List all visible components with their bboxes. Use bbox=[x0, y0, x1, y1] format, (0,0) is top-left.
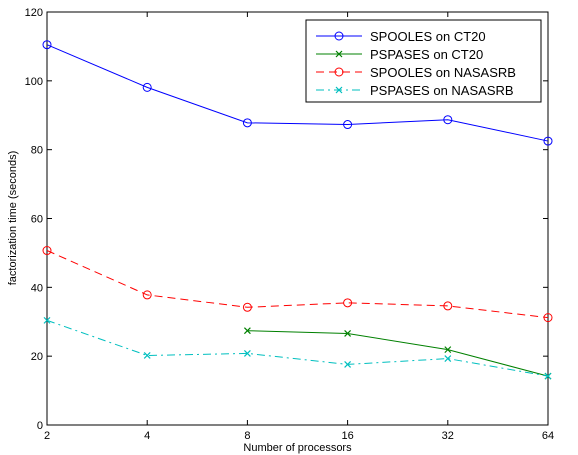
legend-label: PSPASES on NASASRB bbox=[370, 83, 514, 98]
y-tick-label: 40 bbox=[31, 282, 43, 294]
legend-label: SPOOLES on NASASRB bbox=[370, 65, 516, 80]
legend-entry: PSPASES on NASASRB bbox=[316, 83, 514, 98]
legend-label: SPOOLES on CT20 bbox=[370, 29, 486, 44]
legend: SPOOLES on CT20 PSPASES on CT20 SPOOLES on… bbox=[305, 19, 542, 103]
legend-label: PSPASES on CT20 bbox=[370, 47, 483, 62]
axes: 2 4 8 16 32 64 0 20 40 60 80 100 120 bbox=[25, 7, 554, 442]
y-axis-title: factorization time (seconds) bbox=[7, 151, 19, 286]
y-tick-label: 0 bbox=[37, 420, 43, 432]
data-point bbox=[444, 355, 452, 363]
series-line bbox=[247, 330, 549, 377]
data-point bbox=[242, 302, 252, 312]
data-point bbox=[43, 316, 51, 324]
data-point bbox=[243, 327, 251, 335]
series-line bbox=[46, 319, 549, 377]
legend-entry: SPOOLES on CT20 bbox=[316, 29, 486, 44]
data-point bbox=[544, 372, 552, 380]
x-tick-label: 16 bbox=[341, 430, 353, 442]
data-point bbox=[42, 40, 52, 50]
y-tick-label: 60 bbox=[31, 214, 43, 226]
legend-entry: PSPASES on CT20 bbox=[316, 47, 483, 62]
series-layer bbox=[42, 40, 553, 380]
data-point bbox=[444, 346, 452, 354]
x-axis-title: Number of processors bbox=[243, 442, 352, 454]
x-tick-label: 32 bbox=[442, 430, 454, 442]
data-point bbox=[42, 246, 52, 256]
data-point bbox=[543, 136, 553, 146]
legend-box bbox=[305, 19, 542, 103]
legend-marker bbox=[335, 86, 343, 94]
data-point bbox=[344, 330, 352, 337]
series-line bbox=[46, 44, 549, 142]
x-tick-label: 8 bbox=[244, 430, 250, 442]
data-point bbox=[344, 361, 352, 368]
legend-marker bbox=[335, 50, 343, 58]
data-point bbox=[243, 349, 251, 357]
legend-entry: SPOOLES on NASASRB bbox=[316, 65, 516, 80]
y-tick-label: 120 bbox=[25, 7, 43, 19]
data-point bbox=[242, 118, 252, 128]
data-point bbox=[343, 298, 353, 308]
data-point bbox=[343, 120, 353, 130]
y-tick-label: 80 bbox=[31, 145, 43, 157]
data-point bbox=[443, 115, 453, 125]
data-point bbox=[142, 290, 152, 300]
data-point bbox=[143, 352, 151, 359]
series-3 bbox=[42, 246, 553, 323]
data-point bbox=[443, 301, 453, 311]
data-point bbox=[142, 82, 152, 92]
x-tick-label: 4 bbox=[144, 430, 150, 442]
data-point bbox=[543, 313, 553, 323]
x-tick-label: 64 bbox=[542, 430, 554, 442]
y-tick-label: 100 bbox=[25, 76, 43, 88]
series-line bbox=[46, 250, 549, 319]
series-1 bbox=[42, 40, 553, 146]
legend-marker bbox=[334, 67, 344, 77]
x-tick-label: 2 bbox=[44, 430, 50, 442]
series-4 bbox=[43, 316, 552, 380]
legend-marker bbox=[334, 31, 344, 41]
y-tick-label: 20 bbox=[31, 351, 43, 363]
